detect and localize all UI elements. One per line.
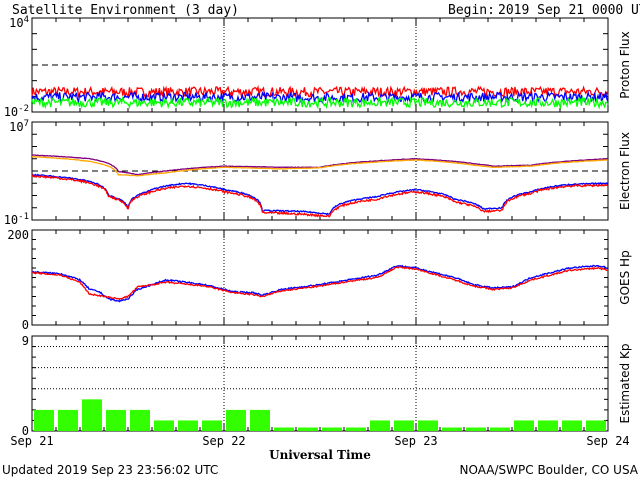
chart-title: Satellite Environment (3 day): [12, 3, 239, 18]
kp-bar: [490, 427, 510, 431]
updated-text: Updated 2019 Sep 23 23:56:02 UTC: [2, 463, 218, 477]
y-tick-label-bottom: 10-1: [4, 212, 29, 227]
green-series-line: [31, 95, 609, 110]
kp-bar: [370, 420, 390, 431]
x-tick-label: Sep 21: [10, 434, 53, 448]
x-axis-label: Universal Time: [269, 448, 371, 462]
kp-bar: [106, 409, 126, 431]
begin-value: 2019 Sep 21 0000 UTC: [498, 3, 640, 18]
panel-ylabel: Electron Flux: [618, 132, 632, 210]
orange-series-line: [31, 155, 609, 177]
x-tick-label: Sep 23: [394, 434, 437, 448]
kp-bar: [298, 427, 318, 431]
kp-bar: [514, 420, 534, 431]
kp-bar: [418, 420, 438, 431]
kp-bar: [538, 420, 558, 431]
y-tick-label-top: 9: [22, 334, 29, 348]
y-tick-label-bottom: 0: [22, 318, 29, 332]
kp-bar: [58, 409, 78, 431]
y-tick-label-bottom: 0: [22, 424, 29, 438]
kp-bar: [34, 409, 54, 431]
red-series-line: [31, 84, 609, 99]
kp-bar: [442, 427, 462, 431]
panels-group: 104 10-2 Proton Flux 107 10-1 Electron Flux 20…: [4, 15, 632, 448]
red-series-line: [31, 266, 609, 301]
panel-ylabel: Proton Flux: [618, 31, 632, 98]
kp-bar: [394, 420, 414, 431]
red-series-line: [31, 173, 609, 218]
credit-text: NOAA/SWPC Boulder, CO USA: [460, 463, 639, 477]
panel-ylabel: GOES Hp: [618, 250, 632, 304]
y-tick-label-top: 200: [7, 228, 29, 242]
kp-bar: [154, 420, 174, 431]
panel-ylabel: Estimated Kp: [618, 344, 632, 424]
kp-bar: [130, 409, 150, 431]
y-tick-label-top: 107: [9, 119, 29, 134]
kp-bar: [466, 427, 486, 431]
kp-bar: [586, 420, 606, 431]
kp-bar: [250, 409, 270, 431]
x-tick-label: Sep 24: [586, 434, 629, 448]
x-tick-label: Sep 22: [202, 434, 245, 448]
kp-bar: [82, 399, 102, 431]
panel-frame: [31, 335, 609, 432]
blue-series-line: [31, 89, 609, 105]
kp-bar: [202, 420, 222, 431]
y-tick-label-top: 104: [9, 15, 29, 30]
kp-bar: [274, 427, 294, 431]
blue-series-line: [31, 173, 609, 216]
begin-label: Begin:: [448, 3, 495, 18]
kp-bar: [562, 420, 582, 431]
kp-bar: [322, 427, 342, 431]
kp-bar: [346, 427, 366, 431]
kp-bar: [178, 420, 198, 431]
kp-bar: [226, 409, 246, 431]
panel-frame: [31, 229, 609, 326]
y-tick-label-bottom: 10-2: [4, 104, 29, 119]
